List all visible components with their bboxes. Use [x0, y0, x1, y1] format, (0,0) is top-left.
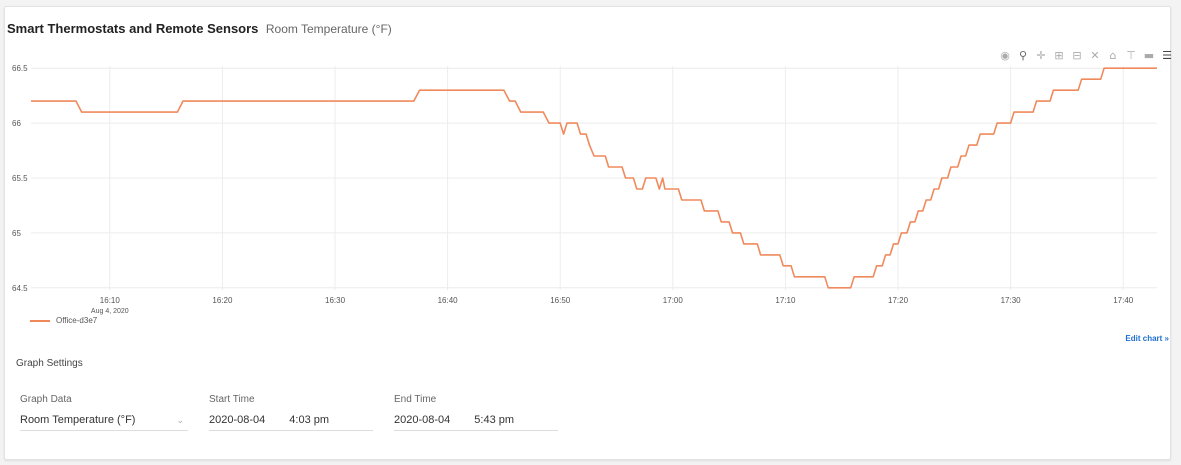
pan-icon[interactable]: ✛	[1036, 49, 1046, 62]
y-tick-label: 66	[12, 119, 21, 128]
x-tick-label: 16:50	[550, 296, 571, 305]
x-tick-label: 16:40	[438, 296, 459, 305]
start-time-label: Start Time	[209, 394, 255, 405]
zoom-in-icon[interactable]: ⊞	[1054, 49, 1064, 62]
y-tick-label: 64.5	[12, 284, 28, 293]
y-tick-label: 66.5	[12, 64, 28, 73]
end-time-value: 5:43 pm	[474, 414, 515, 426]
end-date-value: 2020-08-04	[394, 414, 451, 426]
reset-axes-icon[interactable]: ⌂	[1109, 49, 1117, 62]
start-time-value: 4:03 pm	[289, 414, 330, 426]
legend-swatch	[30, 319, 50, 322]
chart-title: Smart Thermostats and Remote Sensors	[7, 21, 259, 36]
x-tick-label: 17:40	[1113, 296, 1134, 305]
grid-lines	[31, 66, 1157, 290]
x-tick-label: 17:00	[663, 296, 684, 305]
chart-modebar: ◉ ⚲ ✛ ⊞ ⊟ ✕ ⌂ ⊤ ▬ ☰	[999, 49, 1173, 63]
y-tick-label: 65	[12, 229, 21, 238]
series-layer	[31, 67, 1157, 289]
end-time-label: End Time	[394, 394, 437, 405]
start-time-field[interactable]: 2020-08-04 4:03 pm	[209, 410, 373, 431]
axis-ticks: 66.5 66 65.5 65 64.5 16:10 Aug 4, 2020 16:20 16:…	[12, 64, 1134, 315]
hover-closest-icon[interactable]: ▬	[1143, 49, 1155, 62]
zoom-icon[interactable]: ⚲	[1018, 49, 1028, 62]
legend[interactable]: Office-d3e7	[30, 316, 97, 325]
edit-chart-link[interactable]: Edit chart »	[1125, 334, 1169, 343]
graph-data-value: Room Temperature (°F)	[20, 414, 136, 426]
y-tick-label: 65.5	[12, 174, 28, 183]
chart-subtitle: Room Temperature (°F)	[265, 22, 392, 36]
x-tick-label: 17:20	[888, 296, 909, 305]
end-time-field[interactable]: 2020-08-04 5:43 pm	[394, 410, 558, 431]
start-date-value: 2020-08-04	[209, 414, 266, 426]
spike-lines-icon[interactable]: ⊤	[1126, 49, 1136, 62]
x-tick-label: 17:10	[775, 296, 796, 305]
x-tick-label: 16:30	[325, 296, 346, 305]
x-tick-sublabel: Aug 4, 2020	[91, 308, 129, 315]
chevron-down-icon: ⌄	[176, 414, 184, 425]
graph-settings-title: Graph Settings	[16, 358, 83, 369]
x-tick-label: 16:10	[100, 296, 121, 305]
camera-icon[interactable]: ◉	[1000, 49, 1010, 62]
zoom-out-icon[interactable]: ⊟	[1072, 49, 1082, 62]
x-tick-label: 16:20	[212, 296, 233, 305]
autoscale-icon[interactable]: ✕	[1090, 49, 1100, 62]
series-line-office-d3e7[interactable]	[31, 67, 1157, 289]
line-chart[interactable]: 66.5 66 65.5 65 64.5 16:10 Aug 4, 2020 16:20 16:…	[0, 0, 1181, 340]
legend-label: Office-d3e7	[56, 316, 98, 325]
hover-compare-icon[interactable]: ☰	[1162, 49, 1172, 62]
chart-header: Smart Thermostats and Remote Sensors Roo…	[7, 20, 392, 38]
graph-data-select[interactable]: Room Temperature (°F) ⌄	[20, 410, 188, 431]
graph-data-label: Graph Data	[20, 394, 72, 405]
x-tick-label: 17:30	[1001, 296, 1022, 305]
